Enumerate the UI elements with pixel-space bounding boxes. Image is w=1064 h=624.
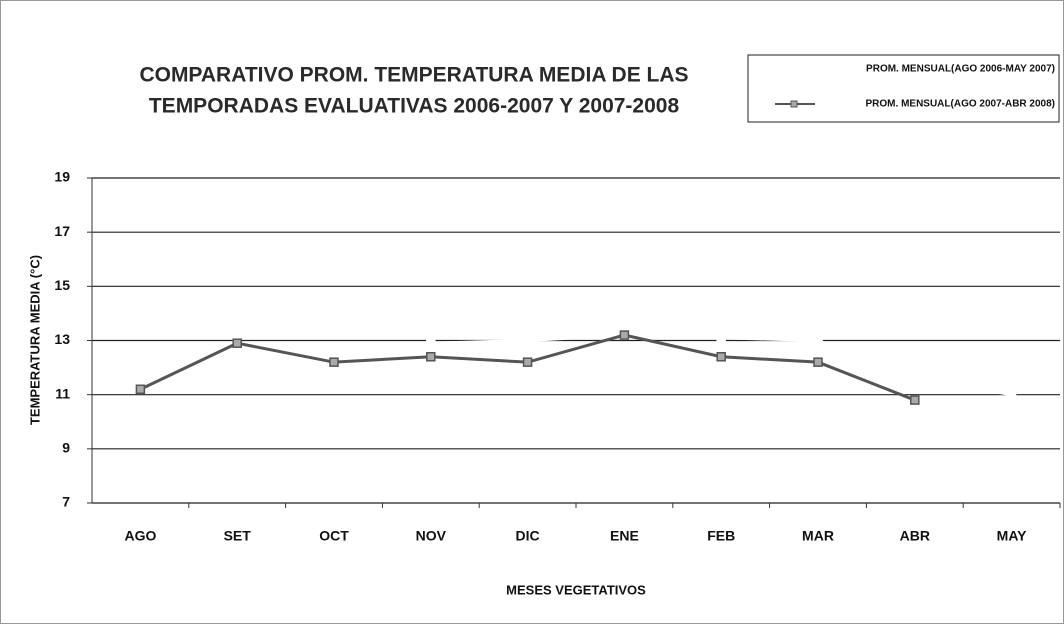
x-tick-label: OCT (319, 528, 349, 544)
point-marker (522, 335, 533, 346)
point-marker (619, 330, 630, 340)
point-marker (813, 357, 823, 367)
point-marker (329, 343, 339, 354)
legend-label: PROM. MENSUAL(AGO 2006-MAY 2007) (866, 64, 1055, 75)
x-tick-label: NOV (416, 528, 447, 544)
point-marker (426, 338, 436, 348)
x-tick-label: ABR (900, 528, 930, 544)
point-marker (232, 338, 242, 348)
point-marker (910, 395, 920, 405)
x-tick-label: ENE (610, 528, 639, 544)
y-tick-label: 9 (62, 440, 70, 456)
y-tick-label: 7 (62, 494, 70, 510)
legend-label: PROM. MENSUAL(AGO 2007-ABR 2008) (866, 99, 1055, 110)
x-axis-label: MESES VEGETATIVOS (506, 582, 646, 597)
x-tick-label: SET (224, 528, 252, 544)
point-marker (232, 352, 242, 362)
x-tick-label: AGO (124, 528, 156, 544)
legend-marker (790, 65, 798, 73)
point-marker (1006, 389, 1017, 400)
x-tick-label: FEB (707, 528, 735, 544)
legend-marker (790, 100, 798, 108)
point-marker (813, 335, 823, 346)
y-tick-label: 15 (54, 277, 70, 293)
point-marker (329, 357, 339, 367)
y-tick-label: 17 (54, 223, 70, 239)
legend-box (747, 54, 1060, 123)
chart-title: COMPARATIVO PROM. TEMPERATURA MEDIA DE L… (139, 64, 688, 87)
y-tick-label: 11 (55, 385, 70, 401)
point-marker (522, 357, 533, 367)
point-marker (135, 384, 146, 394)
y-tick-label: 19 (54, 169, 70, 185)
point-marker (910, 373, 920, 384)
point-marker (135, 373, 146, 384)
point-marker (426, 352, 436, 362)
y-axis-label: TEMPERATURA MEDIA (°C) (27, 255, 42, 425)
x-tick-label: MAY (997, 528, 1027, 544)
x-tick-label: MAR (802, 528, 834, 544)
point-marker (716, 352, 726, 362)
x-tick-label: DIC (516, 528, 540, 544)
chart-title: TEMPORADAS EVALUATIVAS 2006-2007 Y 2007-… (149, 95, 680, 118)
y-tick-label: 13 (54, 331, 70, 347)
point-marker (716, 333, 726, 343)
